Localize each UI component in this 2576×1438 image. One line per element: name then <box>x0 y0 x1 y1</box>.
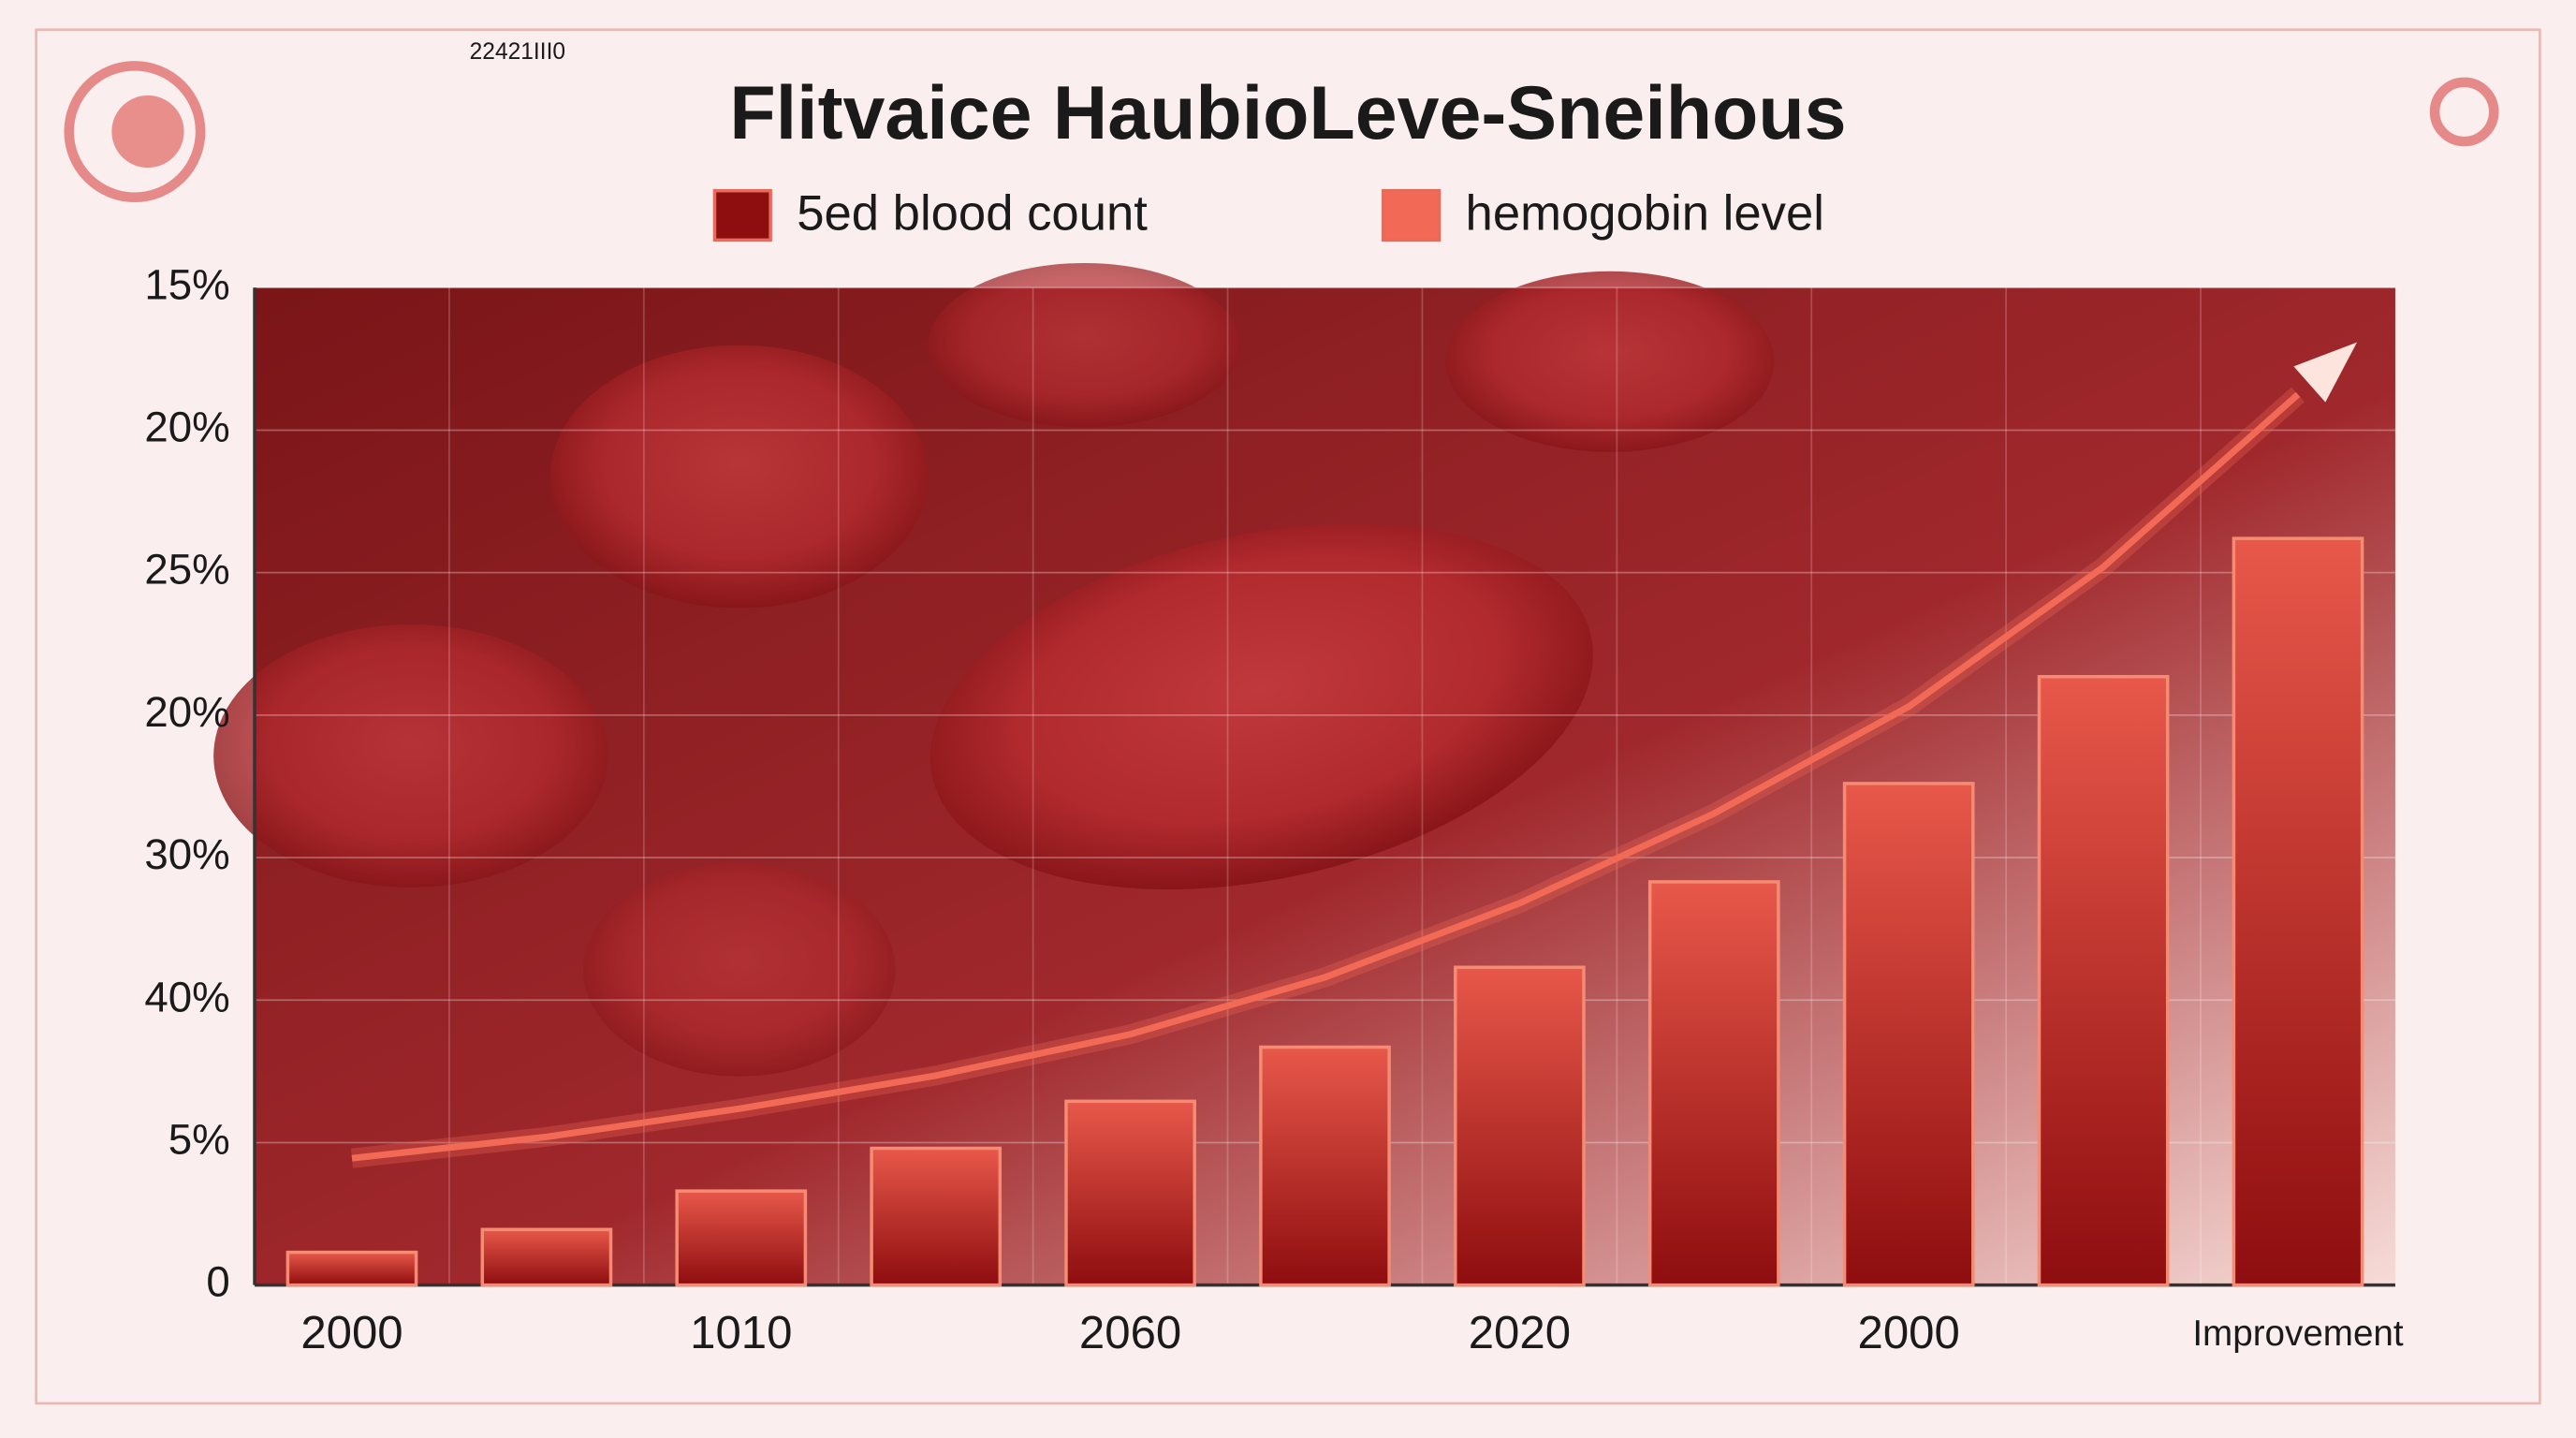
legend-label: 5ed blood count <box>797 186 1148 242</box>
x-tick-label: Improvement <box>2192 1313 2404 1354</box>
legend-label: hemogobin level <box>1466 186 1824 242</box>
y-tick-label: 0 <box>206 1258 229 1306</box>
blood-cell <box>583 862 896 1077</box>
blood-cell <box>929 523 1593 890</box>
y-tick-label: 20% <box>144 404 229 451</box>
blood-cell <box>1445 271 1775 452</box>
y-tick-label: 5% <box>168 1115 230 1163</box>
deco-dot <box>111 95 184 169</box>
bar <box>1259 1045 1391 1287</box>
chart-title: Flitvaice HaubioLeve-Sneihous <box>729 71 1846 155</box>
bar <box>480 1227 613 1287</box>
y-tick-label: 30% <box>144 830 229 878</box>
arrow-head <box>2293 342 2358 403</box>
legend-swatch <box>712 188 772 242</box>
blood-cell <box>549 345 929 609</box>
bar <box>2037 675 2170 1287</box>
frame <box>35 28 2541 1405</box>
deco-ring <box>64 61 206 203</box>
y-tick-label: 25% <box>144 546 229 594</box>
legend-swatch <box>1382 188 1442 242</box>
x-tick-label: 1010 <box>690 1308 792 1358</box>
bar <box>870 1146 1003 1287</box>
bar <box>285 1250 418 1287</box>
x-tick-label: 2000 <box>300 1308 402 1358</box>
corner-code: 22421III0 <box>470 39 565 65</box>
bar <box>1064 1099 1196 1287</box>
bar <box>675 1189 808 1287</box>
deco-ring <box>2429 77 2499 147</box>
x-tick-label: 2060 <box>1079 1308 1181 1358</box>
bar <box>1842 782 1975 1287</box>
x-tick-label: 2000 <box>1858 1308 1960 1358</box>
bar <box>1454 965 1586 1287</box>
blood-cell <box>213 624 608 888</box>
y-tick-label: 20% <box>144 688 229 736</box>
bar <box>2232 536 2364 1287</box>
blood-cell <box>928 262 1241 428</box>
line <box>351 391 2301 1162</box>
bar <box>1647 880 1780 1287</box>
y-tick-label: 15% <box>144 260 229 308</box>
x-tick-label: 2020 <box>1469 1308 1571 1358</box>
y-tick-label: 40% <box>144 973 229 1020</box>
